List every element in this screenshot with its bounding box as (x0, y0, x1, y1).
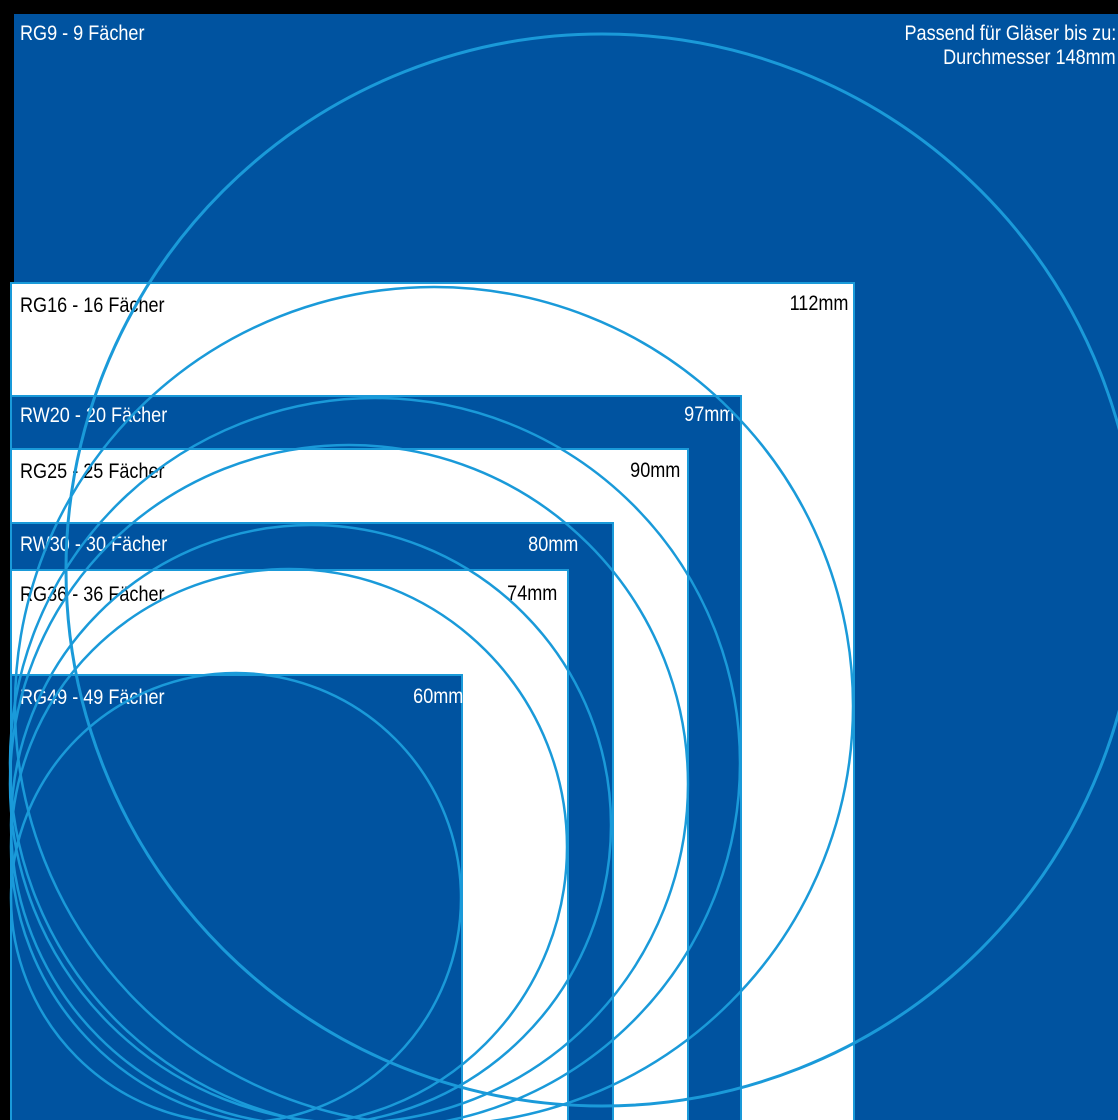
rack-diameter-rg16: 112mm (789, 292, 848, 315)
rack-label-rw20: RW20 - 20 Fächer (20, 404, 168, 427)
rack-diameter-rg49: 60mm (412, 685, 463, 708)
rack-diameter-rw20: 97mm (683, 403, 734, 426)
rack-panel-rg49 (10, 674, 463, 1120)
rack-label-rg25: RG25 - 25 Fächer (20, 460, 165, 483)
rack-label-rg16: RG16 - 16 Fächer (20, 294, 165, 317)
rack-label-rg49: RG49 - 49 Fächer (20, 686, 165, 709)
rack-label-rg9: RG9 - 9 Fächer (20, 22, 145, 45)
rack-diameter-rg36: 74mm (506, 582, 557, 605)
fit-note-line-2: Durchmesser 148mm (943, 46, 1116, 69)
rack-diameter-rw30: 80mm (527, 533, 578, 556)
rack-diameter-rg25: 90mm (629, 459, 680, 482)
fit-note-line-1: Passend für Gläser bis zu: (904, 22, 1116, 45)
rack-label-rg36: RG36 - 36 Fächer (20, 583, 165, 606)
rack-label-rw30: RW30 - 30 Fächer (20, 533, 168, 556)
